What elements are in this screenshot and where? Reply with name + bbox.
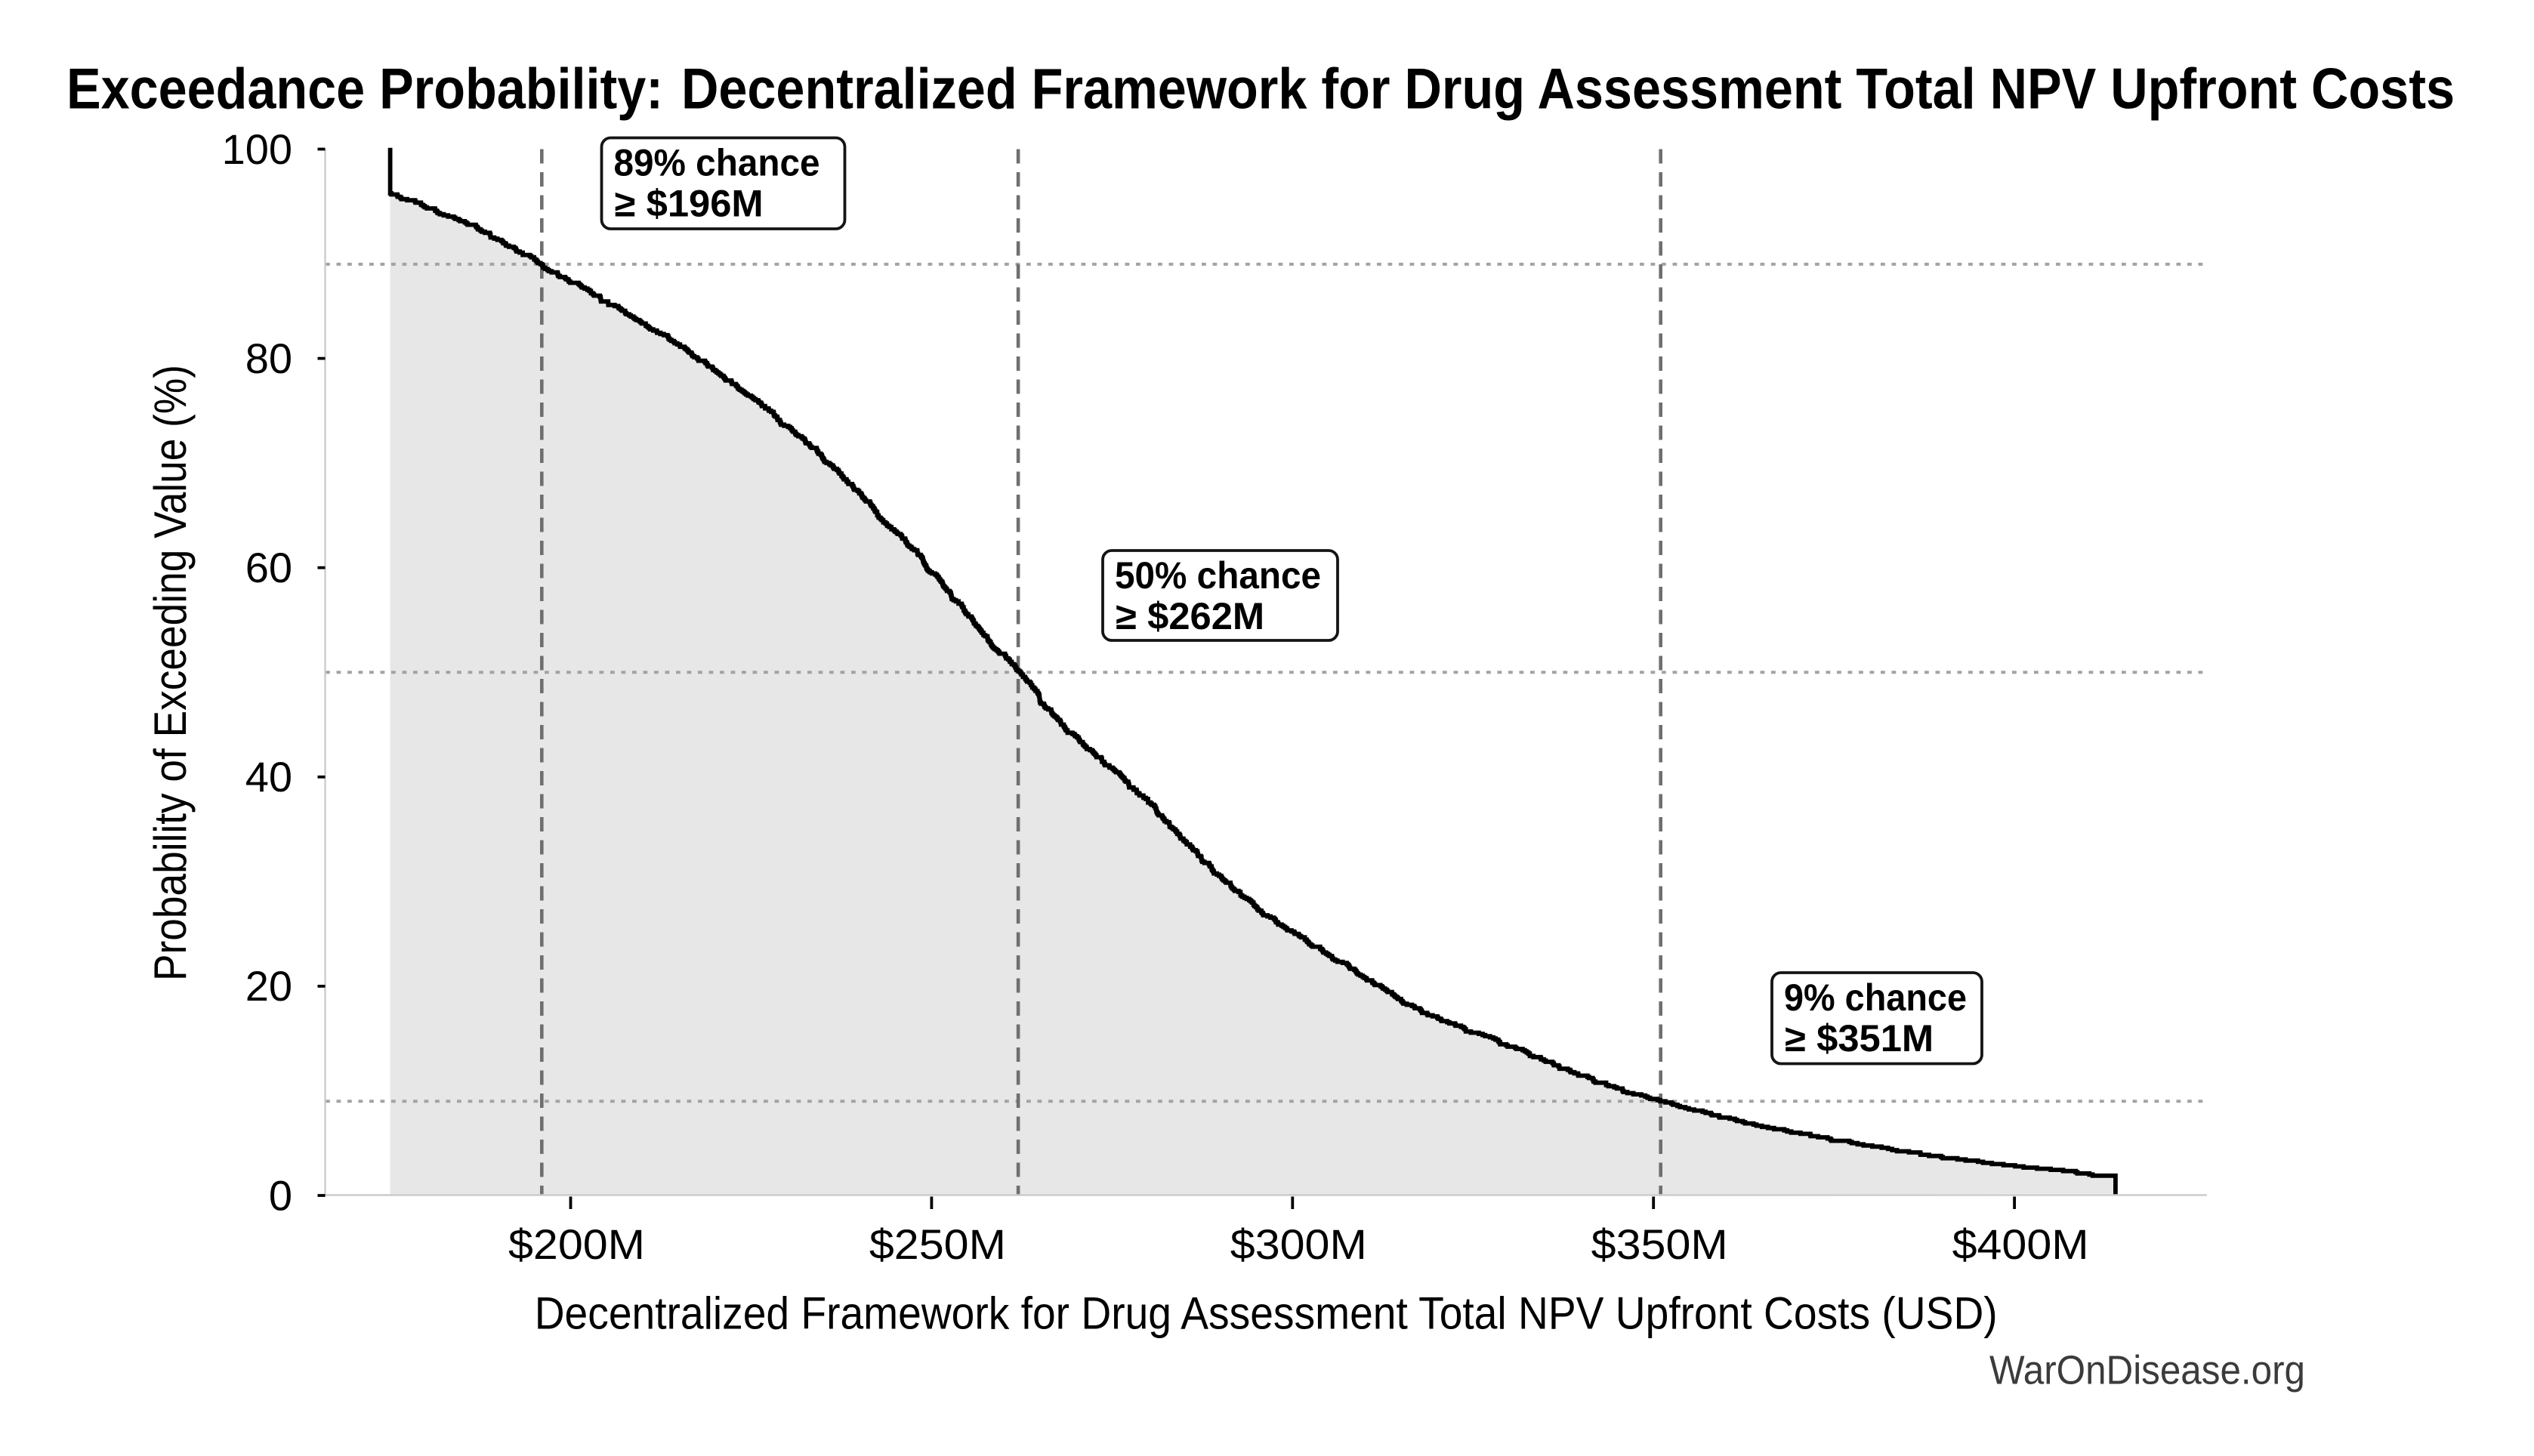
svg-text:40: 40: [245, 753, 292, 800]
svg-text:$200M: $200M: [508, 1220, 645, 1268]
svg-text:$250M: $250M: [869, 1220, 1006, 1268]
svg-text:60: 60: [245, 544, 292, 591]
svg-text:≥ $196M: ≥ $196M: [615, 183, 764, 225]
svg-text:100: 100: [222, 125, 292, 173]
svg-text:89% chance: 89% chance: [614, 142, 820, 184]
svg-text:Probability of Exceeding Value: Probability of Exceeding Value (%): [145, 365, 196, 981]
svg-text:80: 80: [245, 335, 292, 382]
svg-text:9% chance: 9% chance: [1784, 976, 1967, 1019]
svg-text:$350M: $350M: [1591, 1220, 1728, 1268]
svg-text:Exceedance Probability:: Exceedance Probability:: [66, 57, 663, 122]
svg-text:$400M: $400M: [1952, 1220, 2089, 1268]
svg-text:50% chance: 50% chance: [1115, 554, 1321, 597]
svg-text:≥ $262M: ≥ $262M: [1116, 595, 1264, 637]
svg-text:$300M: $300M: [1230, 1220, 1367, 1268]
svg-text:WarOnDisease.org: WarOnDisease.org: [1989, 1347, 2305, 1393]
svg-text:Decentralized Framework for Dr: Decentralized Framework for Drug Assessm…: [535, 1288, 1998, 1338]
svg-text:Decentralized Framework for Dr: Decentralized Framework for Drug Assessm…: [681, 57, 2455, 122]
svg-text:20: 20: [245, 962, 292, 1010]
svg-text:≥ $351M: ≥ $351M: [1785, 1017, 1934, 1060]
svg-text:0: 0: [269, 1171, 292, 1219]
